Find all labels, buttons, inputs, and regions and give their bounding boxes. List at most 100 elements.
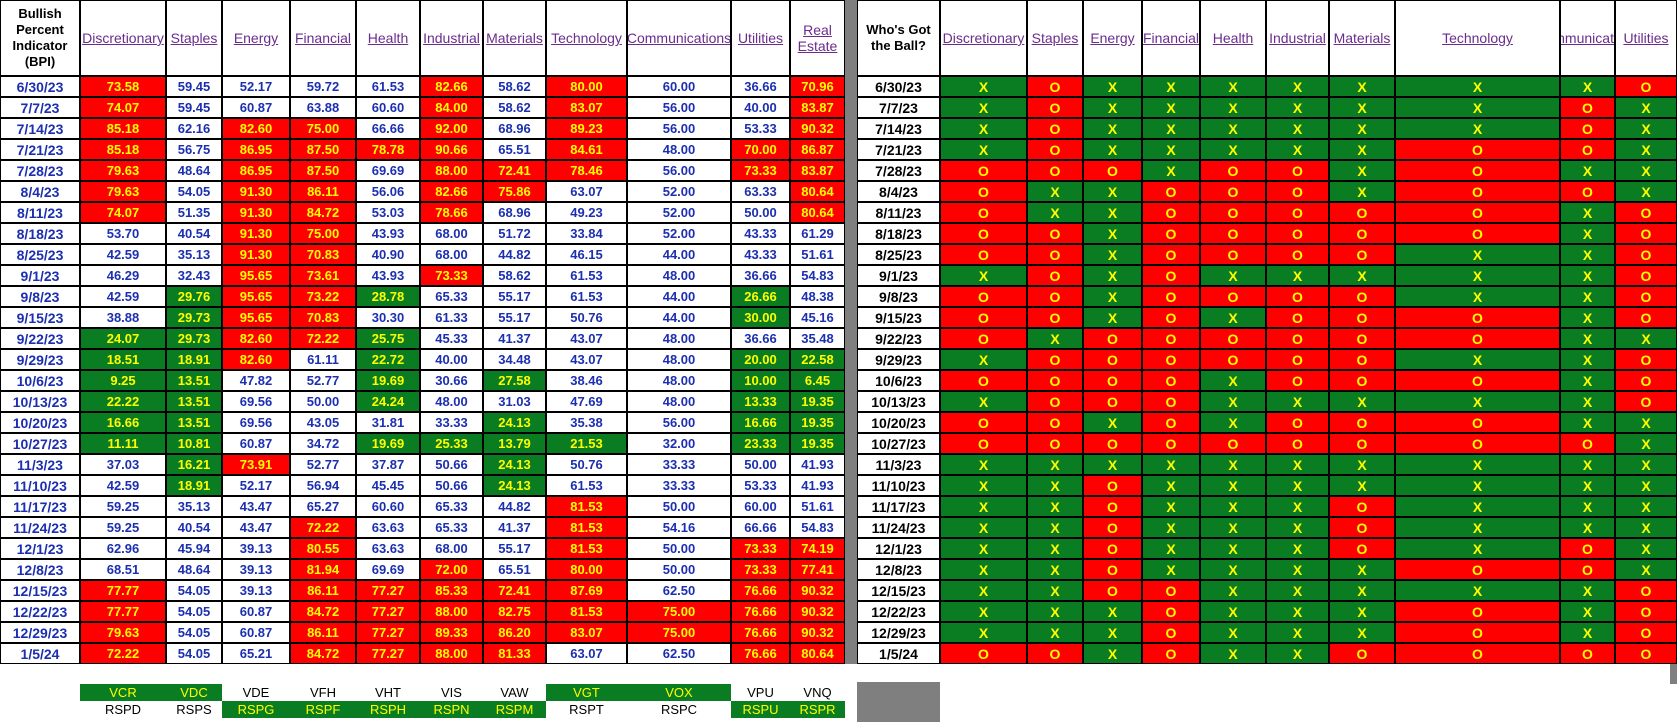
bpi-value-cell: 48.64 xyxy=(166,160,222,181)
bpi-value-cell: 83.87 xyxy=(790,160,845,181)
o-mark-cell: O xyxy=(1027,433,1083,454)
bpi-value-cell: 77.27 xyxy=(356,622,420,643)
x-mark-cell: X xyxy=(1560,244,1615,265)
right-header-staples[interactable]: Staples xyxy=(1027,0,1083,76)
etf-vanguard-vdc-cell: VDC xyxy=(166,684,222,701)
bpi-value-cell: 50.76 xyxy=(546,307,627,328)
bpi-value-cell: 65.33 xyxy=(420,517,483,538)
o-mark-cell: O xyxy=(1266,412,1329,433)
bpi-value-cell: 55.17 xyxy=(483,286,546,307)
left-header-real-estate[interactable]: Real Estate xyxy=(790,0,845,76)
left-date-cell: 12/29/23 xyxy=(0,622,80,643)
right-date-cell: 9/15/23 xyxy=(857,307,940,328)
x-mark-cell: X xyxy=(1200,475,1266,496)
left-header-technology[interactable]: Technology xyxy=(546,0,627,76)
bpi-value-cell: 86.95 xyxy=(222,160,290,181)
etf-equal-weight-rspg-cell: RSPG xyxy=(222,701,290,718)
bpi-value-cell: 46.29 xyxy=(80,265,166,286)
bpi-value-cell: 47.69 xyxy=(546,391,627,412)
left-header-discretionary[interactable]: Discretionary xyxy=(80,0,166,76)
left-header-health[interactable]: Health xyxy=(356,0,420,76)
etf-equal-weight-rspf-cell: RSPF xyxy=(290,701,356,718)
x-mark-cell: X xyxy=(1200,454,1266,475)
bpi-value-cell: 63.07 xyxy=(546,643,627,664)
left-header-financial[interactable]: Financial xyxy=(290,0,356,76)
bpi-value-cell: 79.63 xyxy=(80,160,166,181)
bpi-value-cell: 81.53 xyxy=(546,601,627,622)
x-mark-cell: X xyxy=(1027,601,1083,622)
bpi-value-cell: 61.33 xyxy=(420,307,483,328)
bpi-value-cell: 56.00 xyxy=(627,118,731,139)
bpi-value-cell: 60.60 xyxy=(356,97,420,118)
left-header-materials[interactable]: Materials xyxy=(483,0,546,76)
right-header-financial[interactable]: Financial xyxy=(1142,0,1200,76)
x-mark-cell: X xyxy=(940,76,1027,97)
bpi-value-cell: 33.33 xyxy=(420,412,483,433)
x-mark-cell: X xyxy=(940,391,1027,412)
o-mark-cell: O xyxy=(1142,391,1200,412)
left-header-staples[interactable]: Staples xyxy=(166,0,222,76)
right-header-industrial[interactable]: Industrial xyxy=(1266,0,1329,76)
bpi-value-cell: 48.00 xyxy=(627,349,731,370)
bpi-value-cell: 68.96 xyxy=(483,202,546,223)
bpi-value-cell: 32.43 xyxy=(166,265,222,286)
bpi-value-cell: 52.00 xyxy=(627,202,731,223)
bpi-value-cell: 53.03 xyxy=(356,202,420,223)
o-mark-cell: O xyxy=(1329,223,1395,244)
right-header-communications[interactable]: Communications xyxy=(1560,0,1615,76)
bpi-value-cell: 84.72 xyxy=(290,643,356,664)
bpi-value-cell: 55.17 xyxy=(483,307,546,328)
bpi-value-cell: 56.00 xyxy=(627,97,731,118)
bpi-value-cell: 68.00 xyxy=(420,223,483,244)
right-header-technology[interactable]: Technology xyxy=(1395,0,1560,76)
right-header-utilities[interactable]: Utilities xyxy=(1615,0,1677,76)
bpi-value-cell: 74.07 xyxy=(80,97,166,118)
left-header-communications[interactable]: Communications xyxy=(627,0,731,76)
x-mark-cell: X xyxy=(1083,181,1142,202)
left-header-industrial[interactable]: Industrial xyxy=(420,0,483,76)
left-header-utilities[interactable]: Utilities xyxy=(731,0,790,76)
bpi-value-cell: 61.53 xyxy=(356,76,420,97)
x-mark-cell: X xyxy=(1200,622,1266,643)
x-mark-cell: X xyxy=(940,349,1027,370)
bpi-value-cell: 42.59 xyxy=(80,244,166,265)
right-header-materials[interactable]: Materials xyxy=(1329,0,1395,76)
bpi-value-cell: 52.17 xyxy=(222,76,290,97)
x-mark-cell: X xyxy=(1615,496,1677,517)
right-header-energy[interactable]: Energy xyxy=(1083,0,1142,76)
bpi-value-cell: 77.77 xyxy=(80,601,166,622)
o-mark-cell: O xyxy=(1083,475,1142,496)
x-mark-cell: X xyxy=(1395,76,1560,97)
x-mark-cell: X xyxy=(1615,454,1677,475)
left-header-energy[interactable]: Energy xyxy=(222,0,290,76)
bpi-value-cell: 51.61 xyxy=(790,244,845,265)
bpi-value-cell: 48.38 xyxy=(790,286,845,307)
bpi-value-cell: 73.58 xyxy=(80,76,166,97)
x-mark-cell: X xyxy=(940,475,1027,496)
bpi-value-cell: 85.18 xyxy=(80,139,166,160)
right-date-cell: 8/11/23 xyxy=(857,202,940,223)
o-mark-cell: O xyxy=(1615,391,1677,412)
bpi-value-cell: 34.72 xyxy=(290,433,356,454)
bpi-value-cell: 35.38 xyxy=(546,412,627,433)
bpi-value-cell: 37.87 xyxy=(356,454,420,475)
right-header-health[interactable]: Health xyxy=(1200,0,1266,76)
right-header-discretionary[interactable]: Discretionary xyxy=(940,0,1027,76)
etf-equal-weight-rspm-cell: RSPM xyxy=(483,701,546,718)
bpi-value-cell: 88.00 xyxy=(420,643,483,664)
bpi-value-cell: 22.58 xyxy=(790,349,845,370)
bpi-value-cell: 50.00 xyxy=(731,202,790,223)
bpi-value-cell: 54.05 xyxy=(166,601,222,622)
ball-corner-title: Who's Got the Ball? xyxy=(857,0,940,76)
bpi-value-cell: 54.83 xyxy=(790,517,845,538)
bpi-value-cell: 58.62 xyxy=(483,97,546,118)
etf-vanguard-vox-cell: VOX xyxy=(627,684,731,701)
o-mark-cell: O xyxy=(1142,601,1200,622)
bpi-value-cell: 44.82 xyxy=(483,244,546,265)
x-mark-cell: X xyxy=(940,265,1027,286)
o-mark-cell: O xyxy=(1027,244,1083,265)
o-mark-cell: O xyxy=(1083,391,1142,412)
x-mark-cell: X xyxy=(1142,118,1200,139)
right-date-cell: 11/24/23 xyxy=(857,517,940,538)
right-date-cell: 10/13/23 xyxy=(857,391,940,412)
